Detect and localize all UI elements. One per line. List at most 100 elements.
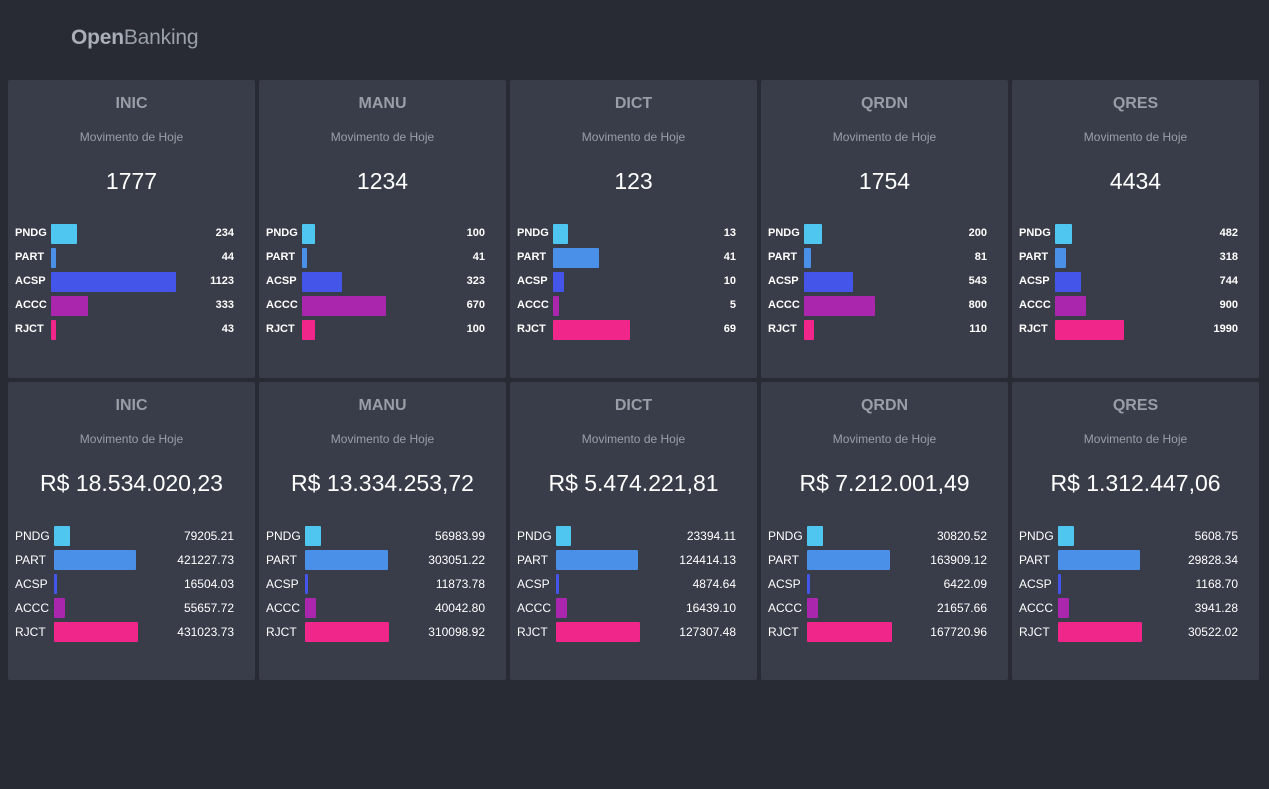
status-label: ACSP [517,275,548,287]
status-label: ACSP [266,275,297,287]
money-card-qres[interactable]: QRES Movimento de Hoje R$ 1.312.447,06 PNDG… [1012,382,1259,680]
count-card-manu[interactable]: MANU Movimento de Hoje 1234 PNDG 100 PART 41 AC… [259,80,506,378]
status-label: PNDG [266,227,298,239]
status-bar-part [804,248,811,268]
status-bar-part [302,248,307,268]
status-label: PNDG [768,227,800,239]
card-subtitle: Movimento de Hoje [581,432,686,446]
status-value: 482 [1219,227,1238,239]
status-bar-rjct [807,622,892,642]
money-card-manu[interactable]: MANU Movimento de Hoje R$ 13.334.253,72 PND… [259,382,506,680]
card-title: QRDN [860,95,909,112]
status-label: ACCC [768,601,803,615]
count-card-dict[interactable]: DICT Movimento de Hoje 123 PNDG 13 PART 41 ACSP… [510,80,757,378]
status-label: PART [266,251,296,263]
status-value: 16504.03 [183,577,234,591]
status-label: ACCC [1019,601,1054,615]
status-bar-part [305,550,388,570]
status-breakdown: PNDG 234 PART 44 ACSP 1123 ACCC 333 RJCT 43 [15,222,234,342]
status-bar-acsp [1058,574,1061,594]
status-label: RJCT [266,323,295,335]
status-bar-rjct [51,320,56,340]
status-bar-acsp [51,272,176,292]
openbanking-logo[interactable]: OpenBanking [71,26,199,50]
status-value: 323 [466,275,485,287]
status-bar-accc [54,598,65,618]
status-breakdown: PNDG 23394.11 PART 124414.13 ACSP 4874.64 ACCC… [517,524,736,644]
status-row-pndg: PNDG 56983.99 [266,524,485,548]
money-card-qrdn[interactable]: QRDN Movimento de Hoje R$ 7.212.001,49 PNDG… [761,382,1008,680]
status-label: PNDG [266,529,301,543]
status-value: 4874.64 [692,577,736,591]
card-total-count: 1777 [105,168,158,194]
status-value: 11873.78 [435,577,485,591]
status-bar-rjct [804,320,814,340]
status-row-rjct: RJCT 69 [517,318,736,342]
status-value: 23394.11 [686,529,736,543]
header: OpenBanking [0,0,1269,78]
status-bar-part [54,550,136,570]
card-title: DICT [614,95,653,112]
status-row-part: PART 29828.34 [1019,548,1238,572]
count-card-inic[interactable]: INIC Movimento de Hoje 1777 PNDG 234 PART 44 AC… [8,80,255,378]
status-row-rjct: RJCT 127307.48 [517,620,736,644]
card-total-amount: R$ 7.212.001,49 [799,470,970,496]
status-row-rjct: RJCT 30522.02 [1019,620,1238,644]
status-bar-part [807,550,890,570]
status-bar-accc [807,598,818,618]
status-bar-pndg [1055,224,1072,244]
status-label: PART [768,251,798,263]
status-value: 16439.10 [685,601,736,615]
status-bar-accc [302,296,386,316]
status-label: PNDG [1019,227,1051,239]
status-row-pndg: PNDG 30820.52 [768,524,987,548]
status-row-pndg: PNDG 100 [266,222,485,246]
status-breakdown: PNDG 5608.75 PART 29828.34 ACSP 1168.70 ACCC 39… [1019,524,1238,644]
card-title: MANU [358,397,407,414]
status-bar-rjct [302,320,315,340]
card-subtitle: Movimento de Hoje [79,432,184,446]
status-label: ACCC [266,601,301,615]
card-subtitle: Movimento de Hoje [330,130,435,144]
status-value: 163909.12 [930,553,987,567]
money-card-inic[interactable]: INIC Movimento de Hoje R$ 18.534.020,23 PND… [8,382,255,680]
status-label: ACSP [768,577,801,591]
money-card-dict[interactable]: DICT Movimento de Hoje R$ 5.474.221,81 PNDG… [510,382,757,680]
status-value: 744 [1219,275,1238,287]
card-subtitle: Movimento de Hoje [832,130,937,144]
status-label: ACSP [1019,577,1052,591]
status-row-rjct: RJCT 100 [266,318,485,342]
status-row-part: PART 421227.73 [15,548,234,572]
logo-suffix: Banking [123,26,199,49]
status-label: PNDG [517,529,552,543]
status-breakdown: PNDG 56983.99 PART 303051.22 ACSP 11873.78 ACC… [266,524,485,644]
card-total-amount: R$ 1.312.447,06 [1050,470,1221,496]
status-row-acsp: ACSP 6422.09 [768,572,987,596]
status-value: 56983.99 [434,529,485,543]
dashboard-grid: INIC Movimento de Hoje 1777 PNDG 234 PART 44 AC… [8,80,1259,680]
card-total-amount: R$ 18.534.020,23 [40,470,223,496]
status-value: 3941.28 [1194,601,1238,615]
status-label: PNDG [768,529,803,543]
status-value: 234 [215,227,234,239]
status-label: PART [15,251,45,263]
status-label: ACSP [15,275,46,287]
status-bar-rjct [305,622,389,642]
status-row-rjct: RJCT 43 [15,318,234,342]
count-card-qrdn[interactable]: QRDN Movimento de Hoje 1754 PNDG 200 PART 81 AC… [761,80,1008,378]
status-row-accc: ACCC 55657.72 [15,596,234,620]
status-row-pndg: PNDG 482 [1019,222,1238,246]
status-value: 40042.80 [434,601,485,615]
status-row-part: PART 124414.13 [517,548,736,572]
status-label: ACSP [15,577,48,591]
count-card-qres[interactable]: QRES Movimento de Hoje 4434 PNDG 482 PART 318 A… [1012,80,1259,378]
status-value: 1123 [210,275,234,287]
status-label: RJCT [517,625,548,639]
status-bar-accc [804,296,875,316]
status-label: PNDG [1019,529,1054,543]
status-bar-acsp [302,272,342,292]
status-row-pndg: PNDG 23394.11 [517,524,736,548]
status-value: 29828.34 [1187,553,1238,567]
status-bar-pndg [51,224,77,244]
status-row-accc: ACCC 21657.66 [768,596,987,620]
